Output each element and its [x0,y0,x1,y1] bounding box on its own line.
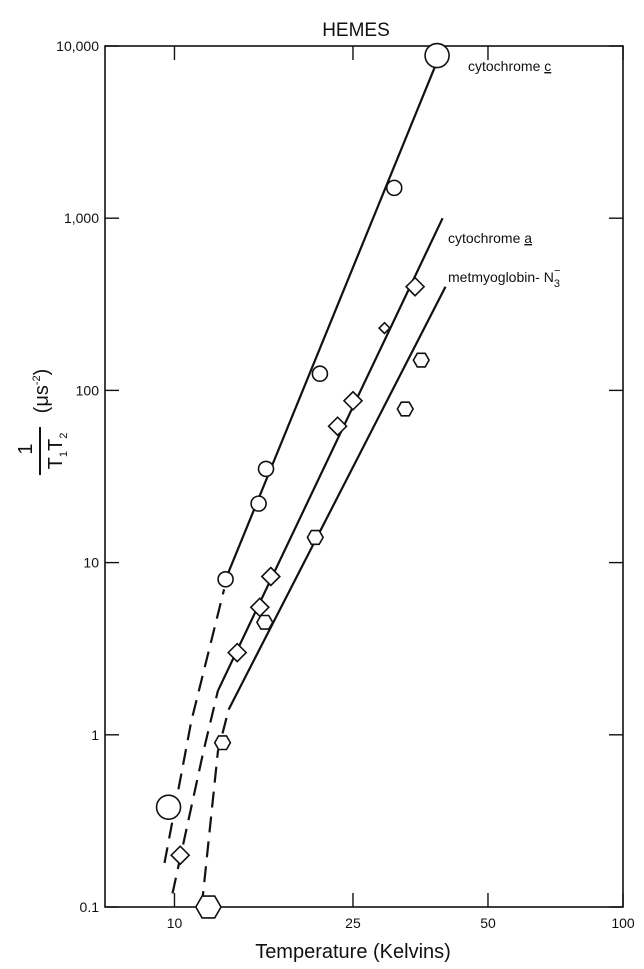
fit-lines [163,62,447,908]
data-point-hexagon [412,352,431,368]
y-axis-title-unit: (μs-2) [31,369,53,414]
series-label-metmyoglobin: metmyoglobin- N3− [448,265,560,290]
y-tick-label: 0.1 [80,899,100,915]
data-point-diamond [327,416,348,437]
x-tick-label: 50 [480,915,496,931]
data-point-circle [424,42,450,69]
data-point-diamond [404,276,426,297]
data-point-hexagon [194,895,222,919]
plot-frame [104,45,624,908]
x-tick-label: 100 [611,915,635,931]
series-label-cytochrome-a: cytochrome a [448,230,532,246]
fit-line-circle [224,62,438,580]
series-label-cytochrome-c: cytochrome c [468,58,551,74]
fit-line-dashed-hexagon [200,709,230,908]
data-point-diamond [342,390,364,411]
data-point-hexagon [306,529,325,546]
data-point-hexagon [396,401,415,417]
data-point-circle [257,460,275,478]
data-point-hexagon [213,735,232,751]
y-tick-label: 10,000 [56,38,99,54]
data-point-diamond [377,321,392,335]
fit-line-dashed-diamond [171,690,219,894]
chart-title: HEMES [322,20,390,41]
data-point-circle [217,570,234,588]
data-point-circle [385,179,403,197]
y-axis-title: 1 T1T2 (μs-2) [15,369,70,475]
x-axis-title: Temperature (Kelvins) [255,941,451,963]
data-point-diamond [227,642,248,663]
plot-area: 10 25 50 100 0.1 1 10 100 1,000 10,000 [56,38,635,931]
y-tick-label: 1,000 [64,210,99,226]
y-axis-title-numerator: 1 [15,443,37,454]
data-point-hexagon [255,614,274,630]
data-point-circle [311,365,329,383]
y-axis-title-denominator: T1T2 [45,433,70,470]
data-point-diamond [170,845,191,866]
data-point-diamond [260,566,281,587]
data-point-circle [250,495,267,512]
y-tick-label: 10 [83,555,99,571]
x-tick-label: 25 [345,915,361,931]
x-tick-label: 10 [167,915,183,931]
data-point-circle [155,794,182,820]
fit-line-hexagon [227,286,447,711]
y-tick-label: 1 [91,727,99,743]
data-point-diamond [249,597,270,618]
y-tick-label: 100 [76,382,100,398]
data-markers [155,42,450,919]
fit-line-dashed-circle [163,589,226,864]
